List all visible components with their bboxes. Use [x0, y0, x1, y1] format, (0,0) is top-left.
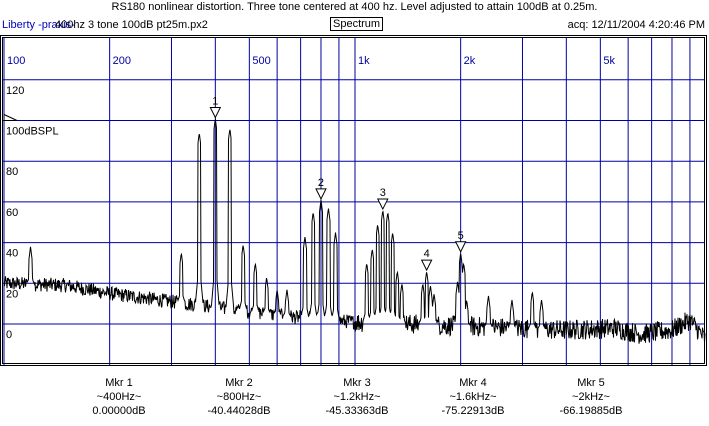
- marker-4[interactable]: 4: [420, 248, 433, 272]
- x-tick-label: 100: [7, 55, 25, 67]
- marker-readout-3: Mkr 3 ~1.2kHz~ -45.33363dB: [302, 376, 412, 418]
- marker-1[interactable]: 1: [209, 95, 222, 119]
- file-name: 400hz 3 tone 100dB pt25m.px2: [55, 19, 208, 31]
- plot-frame: [0, 35, 707, 366]
- brand-label: Liberty -praxis-: [2, 19, 75, 31]
- y-tick-label: 80: [6, 166, 18, 178]
- y-tick-label: 120: [6, 85, 24, 97]
- marker-readout-4: Mkr 4 ~1.6kHz~ -75.22913dB: [418, 376, 528, 418]
- x-tick-label: 1k: [358, 55, 370, 67]
- marker-freq: ~400Hz~: [96, 391, 142, 403]
- marker-triangle-icon: [209, 106, 222, 119]
- marker-name: Mkr 4: [459, 377, 487, 389]
- marker-readout-1: Mkr 1 ~400Hz~ 0.00000dB: [64, 376, 174, 418]
- chart-title: RS180 nonlinear distortion. Three tone c…: [111, 1, 598, 13]
- x-tick-label: 200: [113, 55, 131, 67]
- marker-5[interactable]: 5: [454, 230, 467, 253]
- y-tick-label: 60: [6, 207, 18, 219]
- marker-value: -45.33363dB: [325, 405, 389, 417]
- reference-level-flag: [3, 114, 17, 121]
- spectrum-mode-button[interactable]: Spectrum: [330, 17, 384, 31]
- marker-label: 2: [318, 177, 324, 189]
- marker-label: 4: [424, 248, 430, 260]
- marker-name: Mkr 2: [225, 377, 253, 389]
- marker-triangle-icon: [376, 198, 389, 211]
- y-tick-label: 40: [6, 248, 18, 260]
- reference-level-flag-edge: [3, 114, 18, 121]
- marker-name: Mkr 3: [343, 377, 371, 389]
- marker-freq: ~2kHz~: [572, 391, 610, 403]
- marker-value: -75.22913dB: [441, 405, 505, 417]
- acquisition-timestamp: acq: 12/11/2004 4:20:46 PM: [567, 19, 705, 31]
- marker-readout-2: Mkr 2 ~800Hz~ -40.44028dB: [184, 376, 294, 418]
- marker-label: 5: [458, 230, 464, 242]
- marker-value: -40.44028dB: [207, 405, 271, 417]
- x-tick-label: 5k: [603, 55, 615, 67]
- marker-triangle-icon: [315, 188, 327, 200]
- y-tick-label: 0: [6, 329, 12, 341]
- marker-value: -66.19885dB: [559, 405, 623, 417]
- marker-label: 1: [212, 95, 218, 107]
- x-tick-label: 500: [252, 55, 270, 67]
- marker-value: 0.00000dB: [92, 405, 146, 417]
- marker-triangle-icon: [454, 241, 467, 253]
- y-tick-label: 20: [6, 288, 18, 300]
- marker-3[interactable]: 3: [376, 187, 389, 211]
- marker-freq: ~1.2kHz~: [333, 391, 381, 403]
- marker-name: Mkr 5: [577, 377, 605, 389]
- x-tick-label: 2k: [464, 55, 476, 67]
- marker-triangle-icon: [420, 259, 433, 272]
- marker-readout-5: Mkr 5 ~2kHz~ -66.19885dB: [536, 376, 646, 418]
- marker-freq: ~1.6kHz~: [449, 391, 497, 403]
- marker-2[interactable]: 2: [315, 177, 327, 200]
- marker-freq: ~800Hz~: [216, 391, 262, 403]
- spectrum-trace: [3, 117, 706, 344]
- marker-name: Mkr 1: [105, 377, 133, 389]
- y-tick-label: 100dBSPL: [6, 126, 59, 138]
- marker-label: 3: [380, 187, 386, 199]
